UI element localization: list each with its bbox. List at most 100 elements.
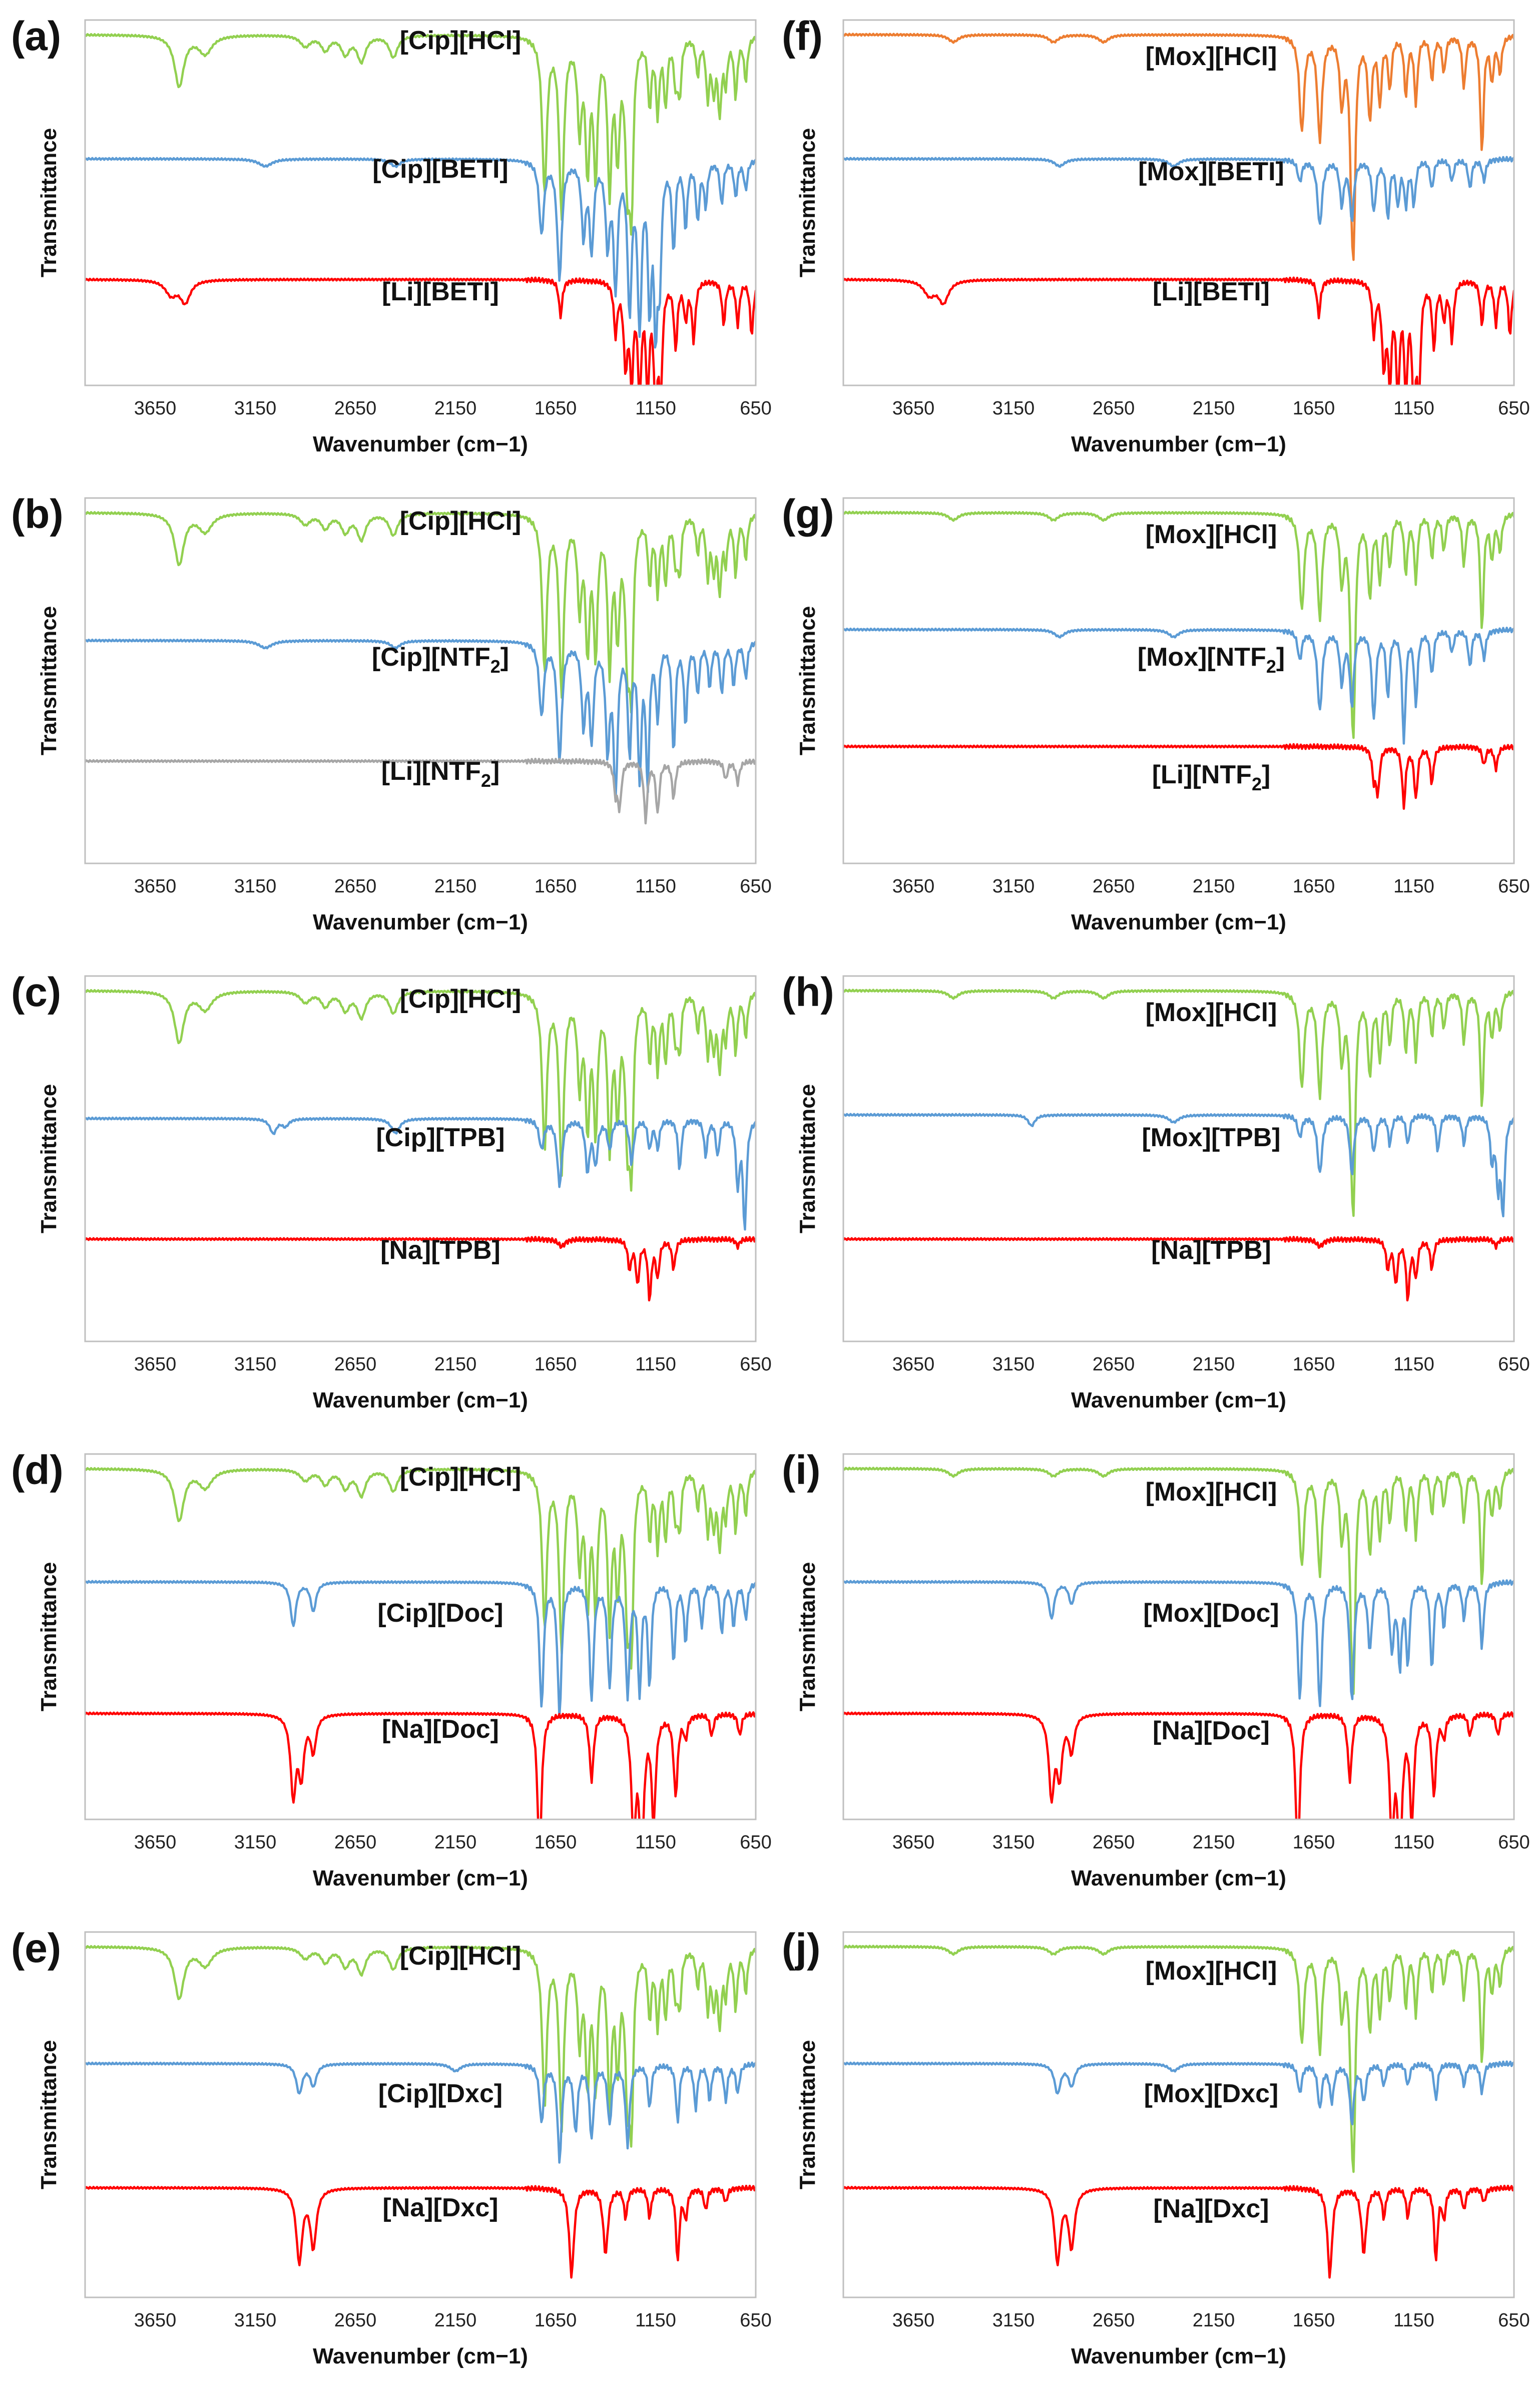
trace-nadxc — [843, 2184, 1514, 2279]
x-tick-label: 2150 — [1193, 1354, 1235, 1375]
y-axis-label: Transmittance — [37, 128, 61, 277]
x-tick-label: 1650 — [1293, 1832, 1335, 1853]
series-label: [Na][Doc] — [1153, 1716, 1270, 1745]
x-tick-label: 2150 — [434, 876, 477, 897]
x-tick-label: 3150 — [992, 876, 1035, 897]
series-label: [Cip][NTF2] — [372, 643, 509, 677]
x-tick-label: 2150 — [1193, 876, 1235, 897]
trace-moxhcl — [843, 511, 1514, 739]
x-axis-label: Wavenumber (cm−1) — [1071, 432, 1286, 456]
trace-natpb — [843, 1236, 1514, 1302]
x-tick-label: 2650 — [334, 398, 377, 419]
x-tick-label: 2150 — [434, 1832, 477, 1853]
panel-letter: (h) — [782, 970, 834, 1015]
y-axis-label: Transmittance — [795, 128, 820, 277]
panel-letter: (f) — [782, 14, 823, 59]
x-tick-label: 650 — [1498, 1832, 1529, 1853]
series-label: [Cip][Doc] — [377, 1599, 503, 1628]
x-tick-label: 2650 — [1093, 876, 1135, 897]
x-tick-label: 2650 — [1093, 1832, 1135, 1853]
x-axis-label: Wavenumber (cm−1) — [313, 1866, 528, 1890]
series-label: [Cip][HCl] — [400, 26, 522, 55]
trace-ciphcl — [85, 989, 756, 1192]
panel-letter: (i) — [782, 1448, 820, 1493]
x-tick-label: 3150 — [992, 2310, 1035, 2331]
x-tick-label: 3650 — [892, 2310, 935, 2331]
x-tick-label: 2650 — [334, 1832, 377, 1853]
x-tick-label: 1150 — [1393, 398, 1434, 419]
x-tick-label: 3150 — [234, 876, 277, 897]
x-tick-label: 3150 — [234, 2310, 277, 2331]
series-label: [Na][TPB] — [380, 1236, 500, 1265]
trace-lintf2 — [843, 743, 1514, 810]
trace-ciptpb — [85, 1116, 756, 1231]
x-axis-label: Wavenumber (cm−1) — [313, 1388, 528, 1412]
x-tick-label: 1650 — [1293, 1354, 1335, 1375]
series-label: [Na][Dxc] — [382, 2193, 498, 2222]
trace-moxhcl — [843, 33, 1514, 261]
x-tick-label: 3150 — [234, 1354, 277, 1375]
x-axis-label: Wavenumber (cm−1) — [1071, 1866, 1286, 1890]
x-tick-label: 1650 — [535, 2310, 577, 2331]
series-label: [Cip][TPB] — [376, 1123, 504, 1152]
series-label: [Na][Dxc] — [1153, 2194, 1269, 2223]
trace-nadoc — [843, 1711, 1514, 1819]
x-tick-label: 1650 — [1293, 876, 1335, 897]
panel-f: (f) Transmittance 3650 3150 2650 2150 1650 1150… — [782, 14, 1530, 456]
series-label: [Mox][HCl] — [1146, 1478, 1277, 1507]
x-tick-label: 650 — [740, 1354, 771, 1375]
x-tick-label: 1650 — [535, 398, 577, 419]
x-tick-label: 3150 — [992, 1832, 1035, 1853]
x-tick-label: 3650 — [892, 1354, 935, 1375]
x-tick-label: 1150 — [1393, 2310, 1434, 2331]
x-tick-label: 2650 — [1093, 1354, 1135, 1375]
trace-moxntf2 — [843, 627, 1514, 745]
x-axis-label: Wavenumber (cm−1) — [313, 910, 528, 934]
panel-letter: (j) — [782, 1926, 820, 1971]
x-tick-label: 1650 — [535, 1354, 577, 1375]
x-tick-label: 3650 — [892, 1832, 935, 1853]
trace-moxtpb — [843, 1113, 1514, 1218]
x-tick-label: 1150 — [635, 1832, 676, 1853]
x-tick-label: 2650 — [334, 2310, 377, 2331]
trace-libeti — [85, 276, 756, 385]
x-tick-label: 2150 — [434, 398, 477, 419]
plot-area-frame — [842, 497, 1515, 864]
trace-moxhcl — [843, 1945, 1514, 2173]
panel-c: (c) Transmittance 3650 3150 2650 2150 1650 1150… — [11, 970, 772, 1412]
trace-cipdxc — [85, 2061, 756, 2164]
x-tick-label: 2650 — [334, 876, 377, 897]
x-tick-label: 3150 — [234, 398, 277, 419]
x-tick-label: 1150 — [1393, 1832, 1434, 1853]
x-tick-label: 1150 — [635, 2310, 676, 2331]
plot-area-frame — [84, 1453, 757, 1820]
series-label: [Cip][HCl] — [400, 985, 522, 1014]
trace-ciphcl — [85, 511, 756, 714]
y-axis-label: Transmittance — [795, 1562, 820, 1711]
panel-letter: (b) — [11, 492, 64, 537]
plot-area-frame — [842, 975, 1515, 1342]
trace-cipntf2 — [85, 638, 756, 800]
series-label: [Mox][HCl] — [1146, 998, 1277, 1027]
x-tick-label: 3650 — [134, 876, 177, 897]
x-tick-label: 650 — [1498, 2310, 1529, 2331]
panel-letter: (e) — [11, 1926, 61, 1971]
x-tick-label: 1150 — [1393, 1354, 1434, 1375]
series-label: [Li][BETI] — [1153, 277, 1270, 306]
trace-lintf2 — [85, 757, 756, 825]
panel-a: (a) Transmittance 3650 3150 2650 2150 1650 1150… — [11, 14, 772, 456]
y-axis-label: Transmittance — [37, 1562, 61, 1711]
x-axis-label: Wavenumber (cm−1) — [1071, 2344, 1286, 2368]
x-tick-label: 3150 — [992, 1354, 1035, 1375]
trace-ciphcl — [85, 33, 756, 236]
y-axis-label: Transmittance — [795, 1084, 820, 1233]
plot-area-frame — [84, 975, 757, 1342]
plot-area-frame — [84, 1931, 757, 2298]
plot-area-frame — [84, 497, 757, 864]
panel-b: (b) Transmittance 3650 3150 2650 2150 1650 1150… — [11, 492, 772, 934]
x-tick-label: 3650 — [134, 398, 177, 419]
trace-cipbeti — [85, 157, 756, 349]
x-axis-label: Wavenumber (cm−1) — [313, 2344, 528, 2368]
trace-cipdoc — [85, 1580, 756, 1719]
series-label: [Cip][HCl] — [400, 1942, 522, 1971]
